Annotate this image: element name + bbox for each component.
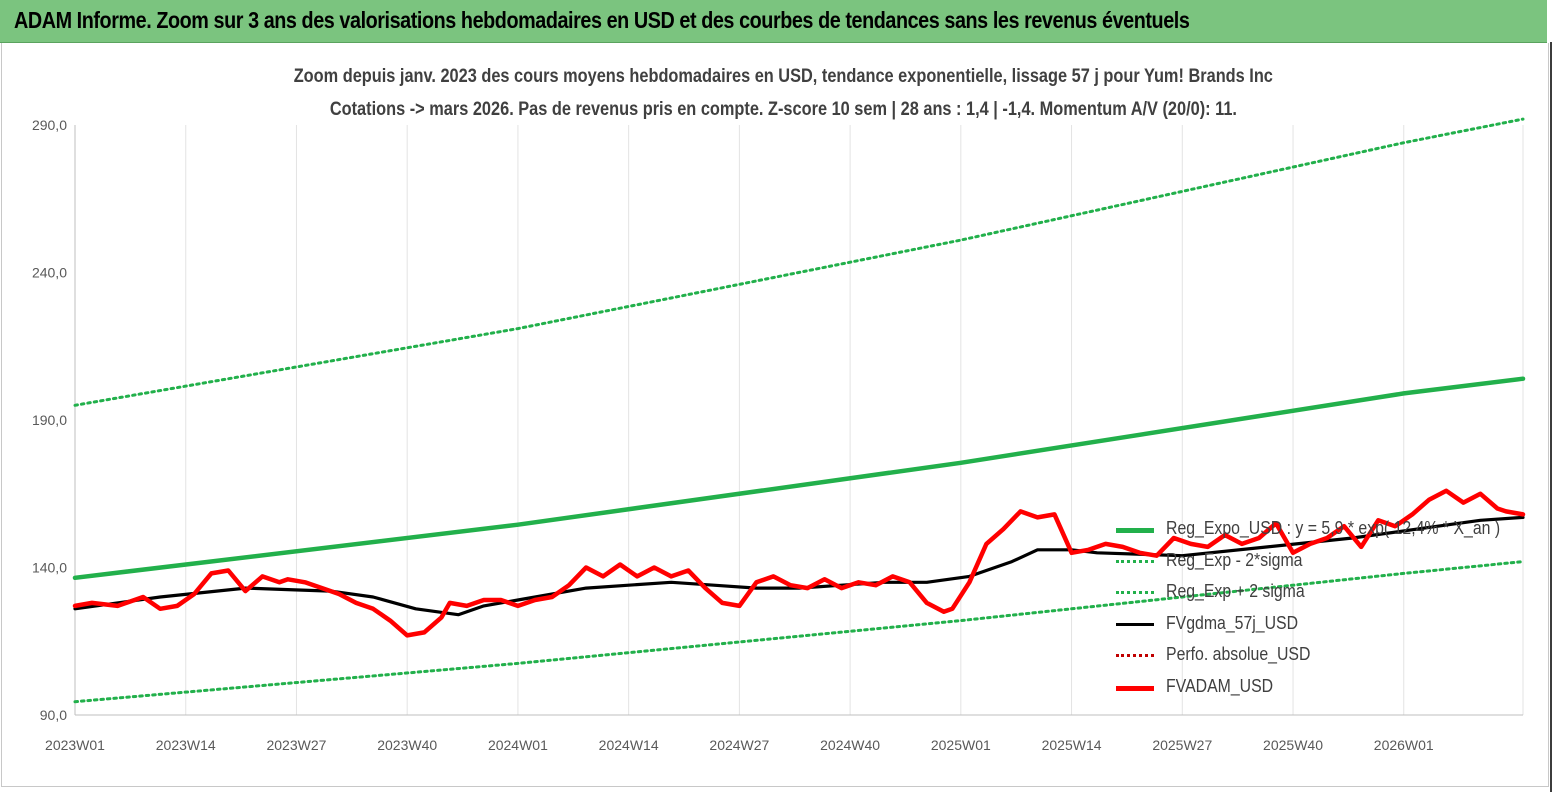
legend-swatch (1116, 654, 1154, 657)
chart-subtitle: Cotations -> mars 2026. Pas de revenus p… (329, 99, 1238, 120)
legend-label: Reg_Expo_USD : y = 5,9 * exp( 12,4% * X_… (1166, 518, 1501, 538)
window-edge (1550, 42, 1552, 792)
x-tick-label: 2023W01 (45, 737, 105, 753)
x-tick-label: 2025W14 (1042, 737, 1102, 753)
legend-label: Reg_Exp + 2 sigma (1166, 581, 1305, 601)
x-tick-label: 2024W40 (820, 737, 880, 753)
y-tick-label: 190,0 (32, 412, 67, 428)
x-tick-label: 2023W40 (377, 737, 437, 753)
banner-title: ADAM Informe. Zoom sur 3 ans des valoris… (14, 7, 1190, 33)
legend-label: FVADAM_USD (1166, 675, 1274, 696)
y-tick-label: 140,0 (32, 560, 67, 576)
x-tick-label: 2024W01 (488, 737, 548, 753)
x-tick-label: 2025W01 (931, 737, 991, 753)
legend-swatch (1116, 622, 1154, 626)
legend-label: Perfo. absolue_USD (1166, 644, 1311, 664)
legend-swatch (1116, 559, 1154, 563)
x-tick-label: 2023W27 (266, 737, 326, 753)
legend-label: FVgdma_57j_USD (1166, 612, 1299, 633)
chart-frame (1, 43, 1549, 787)
x-tick-label: 2025W27 (1152, 737, 1212, 753)
series-line-2 (73, 117, 1525, 407)
chart-title: Zoom depuis janv. 2023 des cours moyens … (293, 66, 1274, 87)
x-tick-label: 2024W14 (599, 737, 659, 753)
series-line-1 (73, 560, 1525, 704)
y-tick-label: 290,0 (32, 117, 67, 133)
x-tick-label: 2023W14 (156, 737, 216, 753)
legend-label: Reg_Exp - 2*sigma (1166, 549, 1303, 570)
legend-swatch (1116, 685, 1154, 691)
y-tick-label: 90,0 (40, 707, 67, 723)
legend-swatch (1116, 591, 1154, 594)
x-tick-label: 2024W27 (709, 737, 769, 753)
x-tick-label: 2026W01 (1374, 737, 1434, 753)
x-tick-label: 2025W40 (1263, 737, 1323, 753)
legend-swatch (1116, 528, 1154, 533)
title-banner: ADAM Informe. Zoom sur 3 ans des valoris… (0, 0, 1547, 43)
series-line-5 (72, 488, 1526, 638)
y-tick-label: 240,0 (32, 265, 67, 281)
series-line-0 (72, 376, 1526, 581)
